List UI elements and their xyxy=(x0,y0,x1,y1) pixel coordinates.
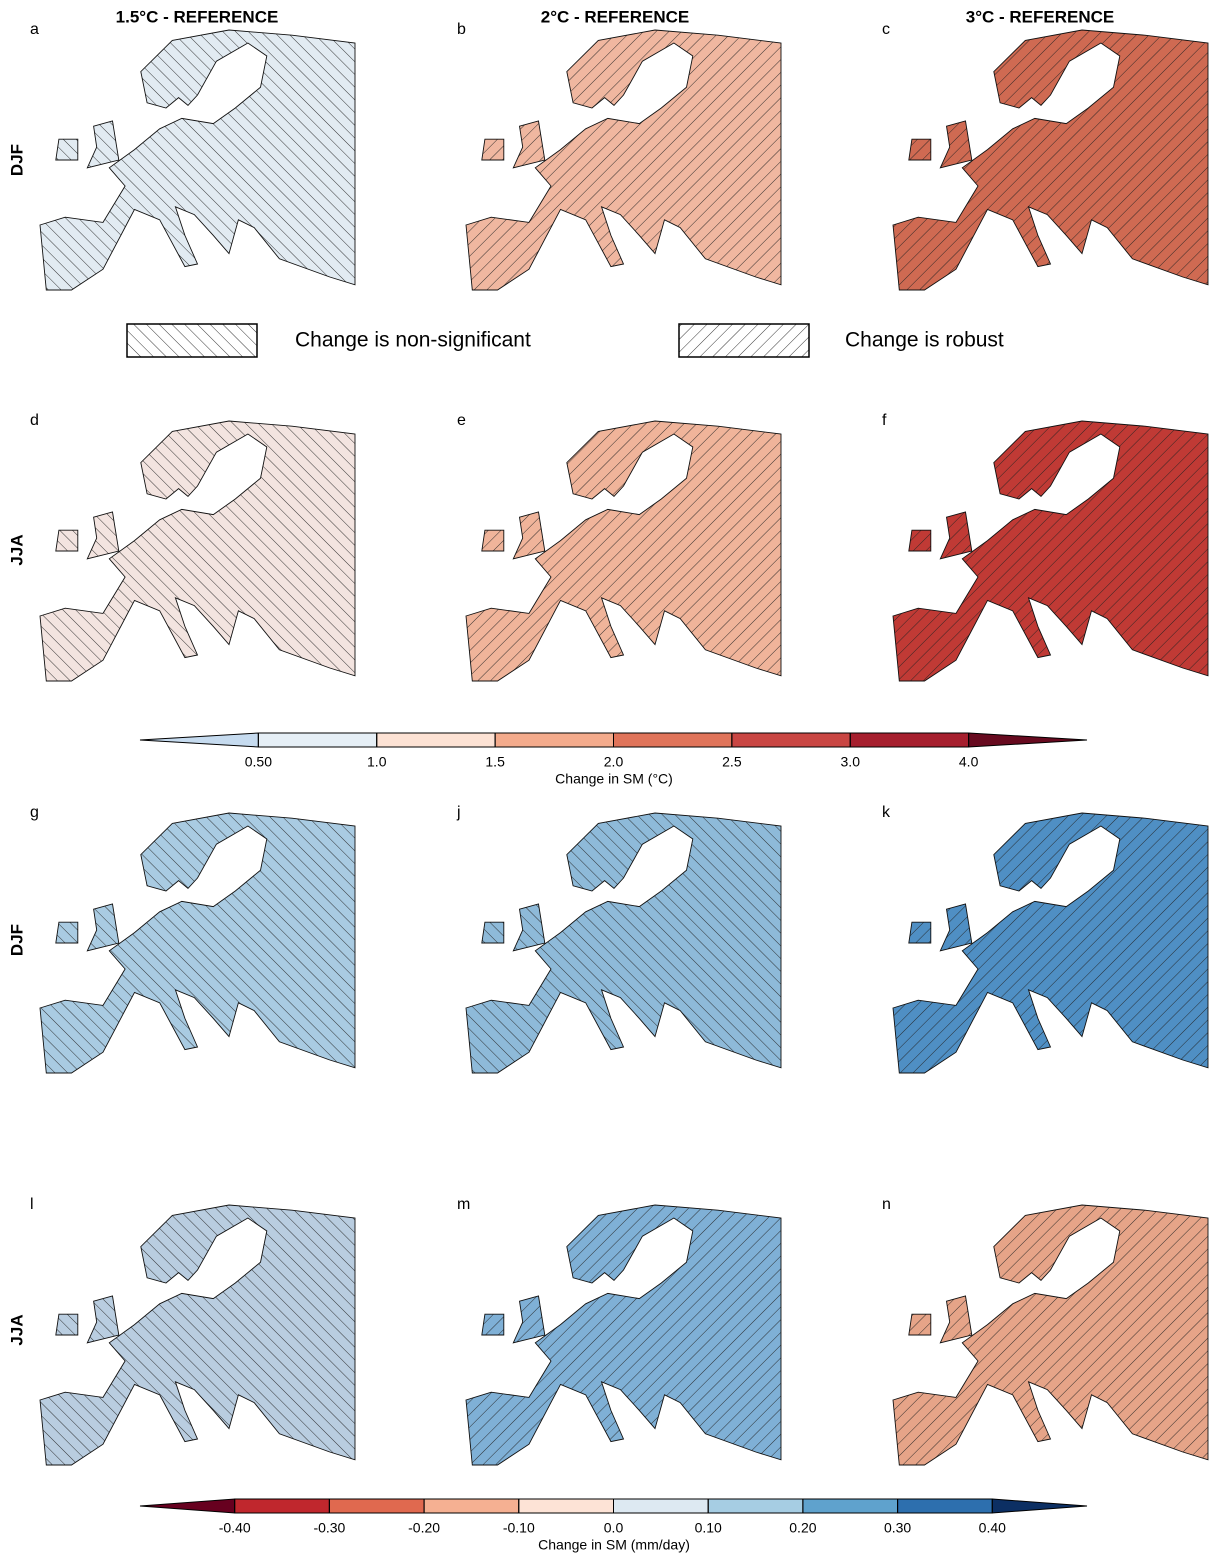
colorbar-tick-label: -0.40 xyxy=(219,1520,251,1536)
panel-letter: l xyxy=(30,1196,34,1213)
panel-letter: m xyxy=(457,1196,470,1213)
panel-letter: a xyxy=(30,21,39,38)
map-hatch xyxy=(39,29,356,291)
panel-letter: k xyxy=(882,804,891,821)
row-label: DJF xyxy=(7,144,26,176)
panel-letter: c xyxy=(882,21,890,38)
map-hatch xyxy=(39,420,356,682)
colorbar-extend xyxy=(139,1498,236,1514)
row-label: JJA xyxy=(7,534,26,565)
colorbar-tick-label: -0.20 xyxy=(408,1520,440,1536)
colorbar-title: Change in SM (°C) xyxy=(555,771,673,787)
row-label: JJA xyxy=(7,1314,26,1345)
map-hatch xyxy=(39,1204,356,1466)
colorbar-title: Change in SM (mm/day) xyxy=(538,1537,690,1553)
colorbar-tick-label: 2.5 xyxy=(722,754,742,770)
colorbar-tick-label: 3.0 xyxy=(841,754,861,770)
panel-letter: f xyxy=(882,412,887,429)
colorbar-segment xyxy=(707,1498,804,1514)
hatch-swatch xyxy=(126,323,258,358)
colorbar-tick-label: 1.0 xyxy=(367,754,387,770)
colorbar-extend xyxy=(968,732,1088,748)
colorbar-extend xyxy=(991,1498,1088,1514)
colorbar-extend xyxy=(139,732,259,748)
colorbar-segment xyxy=(494,732,614,748)
colorbar-segment xyxy=(613,1498,709,1514)
legend-label: Change is robust xyxy=(845,329,1004,352)
map-hatch xyxy=(892,1204,1209,1466)
panel-letter: g xyxy=(30,804,39,821)
colorbar-tick-label: 0.10 xyxy=(695,1520,722,1536)
colorbar-tick-label: 0.30 xyxy=(884,1520,911,1536)
colorbar-segment xyxy=(731,732,851,748)
column-title: 1.5°C - REFERENCE xyxy=(116,7,279,26)
colorbar-tick-label: 2.0 xyxy=(604,754,624,770)
colorbar-segment xyxy=(234,1498,330,1514)
panel-letter: b xyxy=(457,21,466,38)
colorbar-tick-label: -0.10 xyxy=(503,1520,535,1536)
panel-letter: n xyxy=(882,1196,891,1213)
column-title: 3°C - REFERENCE xyxy=(966,7,1114,26)
colorbar-tick-label: 0.20 xyxy=(789,1520,816,1536)
colorbar-segment xyxy=(897,1498,993,1514)
colorbar-tick-label: 0.50 xyxy=(245,754,272,770)
colorbar-segment xyxy=(257,732,378,748)
colorbar-segment xyxy=(518,1498,614,1514)
column-title: 2°C - REFERENCE xyxy=(541,7,689,26)
colorbar-tick-label: 0.40 xyxy=(979,1520,1006,1536)
colorbar-segment xyxy=(328,1498,425,1514)
map-hatch xyxy=(465,812,782,1074)
panel-letter: j xyxy=(456,804,461,821)
map-hatch xyxy=(465,29,782,291)
colorbar-tick-label: 1.5 xyxy=(485,754,505,770)
panel-letter: d xyxy=(30,412,39,429)
colorbar-tick-label: -0.30 xyxy=(313,1520,345,1536)
map-hatch xyxy=(39,812,356,1074)
colorbar-segment xyxy=(376,732,496,748)
colorbar-tick-label: 0.0 xyxy=(604,1520,624,1536)
panel-letter: e xyxy=(457,412,466,429)
map-hatch xyxy=(892,812,1209,1074)
map-hatch xyxy=(892,420,1209,682)
colorbar-segment xyxy=(802,1498,899,1514)
row-label: DJF xyxy=(7,924,26,956)
hatch-swatch xyxy=(678,323,810,358)
map-hatch xyxy=(465,1204,782,1466)
map-hatch xyxy=(465,420,782,682)
colorbar-segment xyxy=(423,1498,520,1514)
colorbar-segment xyxy=(849,732,970,748)
colorbar-tick-label: 4.0 xyxy=(959,754,979,770)
legend-label: Change is non-significant xyxy=(295,329,531,352)
map-hatch xyxy=(892,29,1209,291)
colorbar-segment xyxy=(613,732,733,748)
